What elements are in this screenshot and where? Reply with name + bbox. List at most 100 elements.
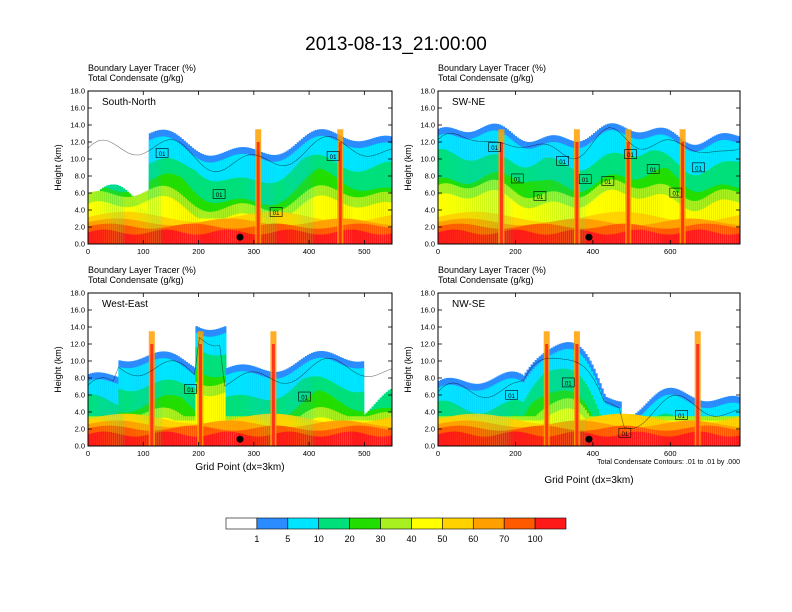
y-tick-label: 4.0: [425, 206, 435, 215]
x-tick-label: 500: [358, 449, 371, 458]
colorbar-swatch: [411, 517, 443, 530]
plot-frame: [437, 90, 741, 245]
x-tick-label: 500: [358, 247, 371, 256]
tracer-field: 01 01 01 01: [438, 293, 740, 446]
contour-label: 01: [508, 394, 515, 400]
x-tick-label: 0: [86, 247, 90, 256]
y-tick-label: 16.0: [420, 306, 435, 315]
contour-label-box: [692, 162, 705, 173]
x-tick-label: 200: [509, 247, 522, 256]
colorbar-label: 20: [345, 534, 355, 544]
tracer-field: 01 01: [88, 293, 392, 446]
contour-label-box: [298, 391, 311, 402]
x-tick-label: 600: [664, 247, 677, 256]
x-tick-label: 0: [436, 449, 440, 458]
contour-label-box: [624, 149, 637, 159]
panel-header-tracer: Boundary Layer Tracer (%): [438, 265, 546, 275]
contour-label-box: [675, 410, 688, 420]
contour-label: 01: [582, 178, 589, 184]
contour-label-box: [578, 174, 592, 184]
contour-label: 01: [301, 396, 308, 402]
panel-header-condensate: Total Condensate (g/kg): [88, 275, 184, 285]
location-marker: [236, 233, 244, 241]
y-tick-label: 12.0: [70, 340, 85, 349]
colorbar-label: 40: [406, 534, 416, 544]
contour-label-box: [184, 384, 197, 394]
panel-header-condensate: Total Condensate (g/kg): [438, 73, 534, 83]
panel-header-tracer: Boundary Layer Tracer (%): [88, 265, 196, 275]
panel-header-condensate: Total Condensate (g/kg): [88, 73, 184, 83]
y-tick-label: 0.0: [425, 240, 435, 249]
colorbar-swatch: [318, 517, 350, 530]
y-tick-label: 12.0: [420, 340, 435, 349]
contour-label-box: [669, 187, 683, 198]
y-tick-label: 8.0: [425, 374, 435, 383]
x-tick-label: 300: [248, 247, 261, 256]
colorbar-swatch: [503, 517, 536, 530]
contour-label: 01: [559, 160, 566, 166]
colorbar-label: 5: [285, 534, 290, 544]
y-tick-label: 14.0: [420, 323, 435, 332]
y-tick-label: 0.0: [75, 240, 85, 249]
colorbar-label: 70: [499, 534, 509, 544]
location-marker: [236, 435, 244, 443]
contour-label-box: [510, 173, 524, 184]
y-tick-label: 18.0: [70, 289, 85, 298]
contour-label: 01: [216, 193, 223, 199]
x-tick-label: 100: [137, 449, 150, 458]
contour-label: 01: [159, 152, 166, 158]
contour-label: 01: [565, 381, 572, 387]
panels: Boundary Layer Tracer (%)Total Condensat…: [53, 63, 741, 486]
y-tick-label: 8.0: [75, 172, 85, 181]
plot-frame: [87, 90, 393, 245]
x-tick-label: 400: [303, 247, 316, 256]
contour-label: 01: [678, 414, 685, 420]
contour-label: 01: [491, 146, 498, 152]
contour-label: 01: [672, 192, 679, 198]
colorbar-label: 50: [437, 534, 447, 544]
y-tick-label: 4.0: [425, 408, 435, 417]
y-tick-label: 2.0: [425, 223, 435, 232]
x-axis-label: Grid Point (dx=3km): [544, 475, 633, 486]
x-tick-label: 0: [436, 247, 440, 256]
contour-label: 01: [537, 195, 544, 201]
tracer-field: 01 01 01 01: [88, 91, 392, 244]
panel-label: SW-NE: [452, 97, 485, 108]
y-tick-label: 12.0: [70, 138, 85, 147]
contour-label: 01: [605, 180, 612, 186]
y-tick-label: 2.0: [75, 223, 85, 232]
y-tick-label: 0.0: [425, 442, 435, 451]
contour-label-box: [533, 191, 547, 201]
panel-label: West-East: [102, 299, 148, 310]
colorbar-label: 30: [376, 534, 386, 544]
contour-label-box: [646, 164, 660, 174]
panel-nw-se: Boundary Layer Tracer (%) Total Condensat…: [403, 265, 741, 486]
contour-label-box: [326, 151, 340, 161]
contour-label: 01: [187, 388, 194, 394]
y-axis-label: Height (km): [53, 144, 63, 191]
y-tick-label: 6.0: [75, 391, 85, 400]
panel-south-north: Boundary Layer Tracer (%)Total Condensat…: [53, 63, 393, 256]
colorbar-swatch: [349, 517, 381, 530]
x-tick-label: 400: [587, 247, 600, 256]
y-tick-label: 14.0: [420, 121, 435, 130]
colorbar-label: 100: [528, 534, 543, 544]
colorbar-label: 1: [254, 534, 259, 544]
x-tick-label: 300: [248, 449, 261, 458]
colorbar-swatch: [472, 517, 505, 530]
y-tick-label: 2.0: [75, 425, 85, 434]
y-tick-label: 4.0: [75, 206, 85, 215]
y-tick-label: 18.0: [420, 289, 435, 298]
y-tick-label: 10.0: [70, 357, 85, 366]
y-tick-label: 6.0: [425, 391, 435, 400]
colorbar-swatch: [534, 517, 567, 530]
contour-label-box: [212, 189, 226, 199]
y-tick-label: 10.0: [420, 155, 435, 164]
x-tick-label: 200: [192, 247, 205, 256]
contour-label-box: [601, 176, 615, 186]
panel-label: South-North: [102, 97, 156, 108]
y-tick-label: 16.0: [70, 306, 85, 315]
contour-note: Total Condensate Contours: .01 to .01 by…: [597, 459, 740, 466]
x-tick-label: 400: [587, 449, 600, 458]
contour-label: 01: [650, 168, 657, 174]
